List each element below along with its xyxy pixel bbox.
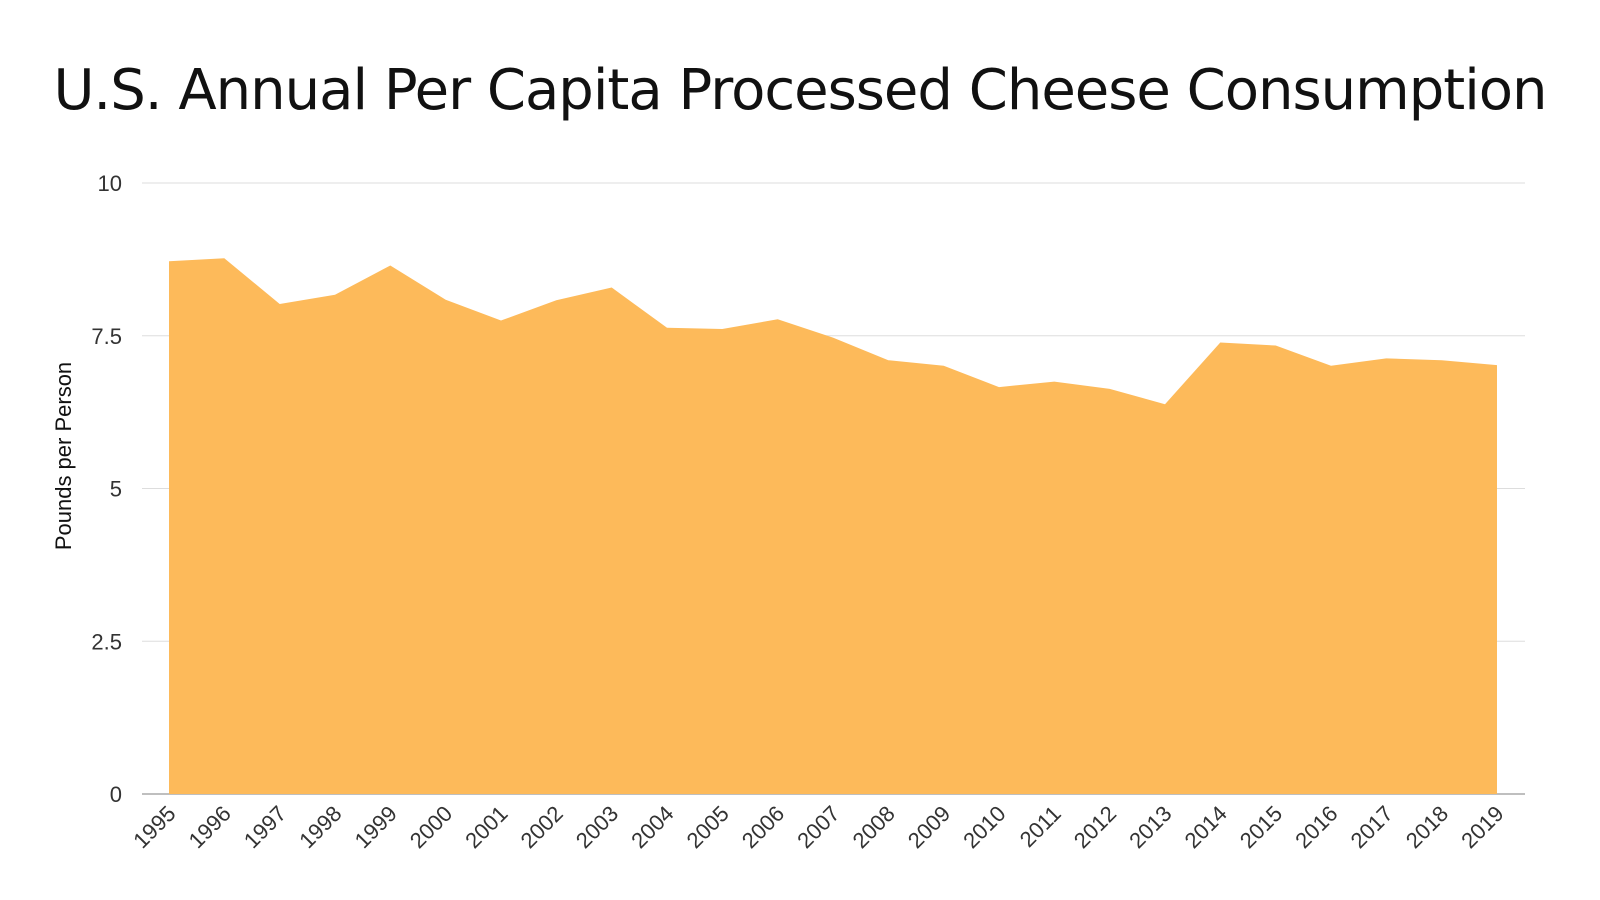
- plot-area: [169, 258, 1497, 794]
- x-tick-label: 2018: [1401, 801, 1453, 853]
- x-tick-label: 2012: [1069, 801, 1121, 853]
- y-axis-label: Pounds per Person: [51, 362, 76, 550]
- x-tick-label: 2010: [958, 801, 1010, 853]
- x-tick-label: 2009: [903, 801, 955, 853]
- x-tick-label: 2007: [792, 801, 844, 853]
- x-tick-label: 2011: [1015, 801, 1066, 852]
- x-tick-label: 2019: [1456, 801, 1508, 853]
- y-tick-label: 7.5: [91, 324, 122, 349]
- x-tick-label: 2000: [405, 801, 457, 853]
- y-tick-label: 10: [98, 171, 122, 196]
- x-tick-label: 2005: [682, 801, 734, 853]
- x-tick-label: 2013: [1124, 801, 1176, 853]
- x-tick-label: 2017: [1346, 801, 1398, 853]
- chart-title: U.S. Annual Per Capita Processed Cheese …: [53, 58, 1547, 123]
- x-tick-label: 2014: [1180, 801, 1232, 853]
- x-tick-label: 2016: [1290, 801, 1342, 853]
- y-tick-label: 0: [110, 782, 122, 807]
- y-tick-label: 5: [110, 477, 122, 502]
- x-axis: 1995 1996 1997 1998 1999 2000 2001 2002 2003 2004…: [128, 801, 1508, 853]
- x-tick-label: 2003: [571, 801, 623, 853]
- x-tick-label: 2001: [460, 801, 512, 853]
- x-tick-label: 2008: [848, 801, 900, 853]
- x-tick-label: 2004: [626, 801, 678, 853]
- x-tick-label: 1997: [239, 801, 291, 853]
- x-tick-label: 1999: [350, 801, 402, 853]
- x-tick-label: 1995: [128, 801, 180, 853]
- x-tick-label: 1998: [294, 801, 346, 853]
- x-tick-label: 1996: [184, 801, 236, 853]
- x-tick-label: 2015: [1235, 801, 1287, 853]
- y-axis: 0 2.5 5 7.5 10: [91, 171, 122, 807]
- x-tick-label: 2006: [737, 801, 789, 853]
- y-tick-label: 2.5: [91, 629, 122, 654]
- x-tick-label: 2002: [516, 801, 568, 853]
- series-area: [169, 258, 1497, 794]
